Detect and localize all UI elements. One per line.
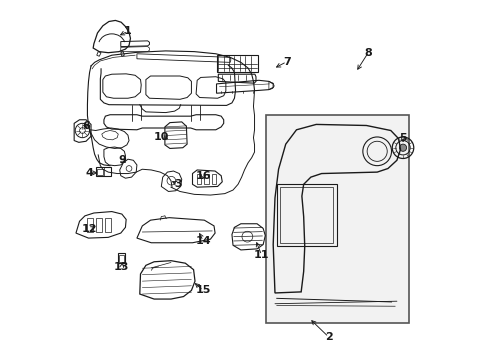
Bar: [87, 218, 93, 232]
Text: 10: 10: [153, 132, 169, 142]
Bar: [119, 255, 123, 262]
Text: 11: 11: [253, 250, 269, 260]
Bar: [211, 174, 215, 184]
Bar: [96, 167, 110, 176]
Bar: [280, 187, 333, 243]
Bar: [105, 218, 110, 232]
Bar: [204, 174, 208, 184]
Bar: [197, 174, 201, 184]
Text: 8: 8: [364, 48, 371, 58]
Text: 7: 7: [283, 57, 290, 67]
Text: 3: 3: [174, 179, 182, 189]
Text: 5: 5: [398, 133, 406, 143]
Text: 14: 14: [195, 236, 211, 246]
Bar: [277, 184, 336, 246]
Circle shape: [399, 144, 406, 151]
Text: 13: 13: [114, 262, 129, 272]
Text: 12: 12: [81, 225, 97, 234]
Text: 4: 4: [85, 168, 93, 178]
Text: 1: 1: [124, 26, 132, 36]
Text: 2: 2: [324, 332, 332, 342]
Text: 9: 9: [118, 155, 125, 165]
Bar: [265, 116, 408, 323]
Bar: [96, 218, 102, 232]
Bar: [97, 169, 102, 175]
Text: 15: 15: [195, 285, 210, 296]
Bar: [118, 253, 125, 263]
Text: 16: 16: [195, 171, 211, 181]
Text: 6: 6: [82, 121, 90, 131]
